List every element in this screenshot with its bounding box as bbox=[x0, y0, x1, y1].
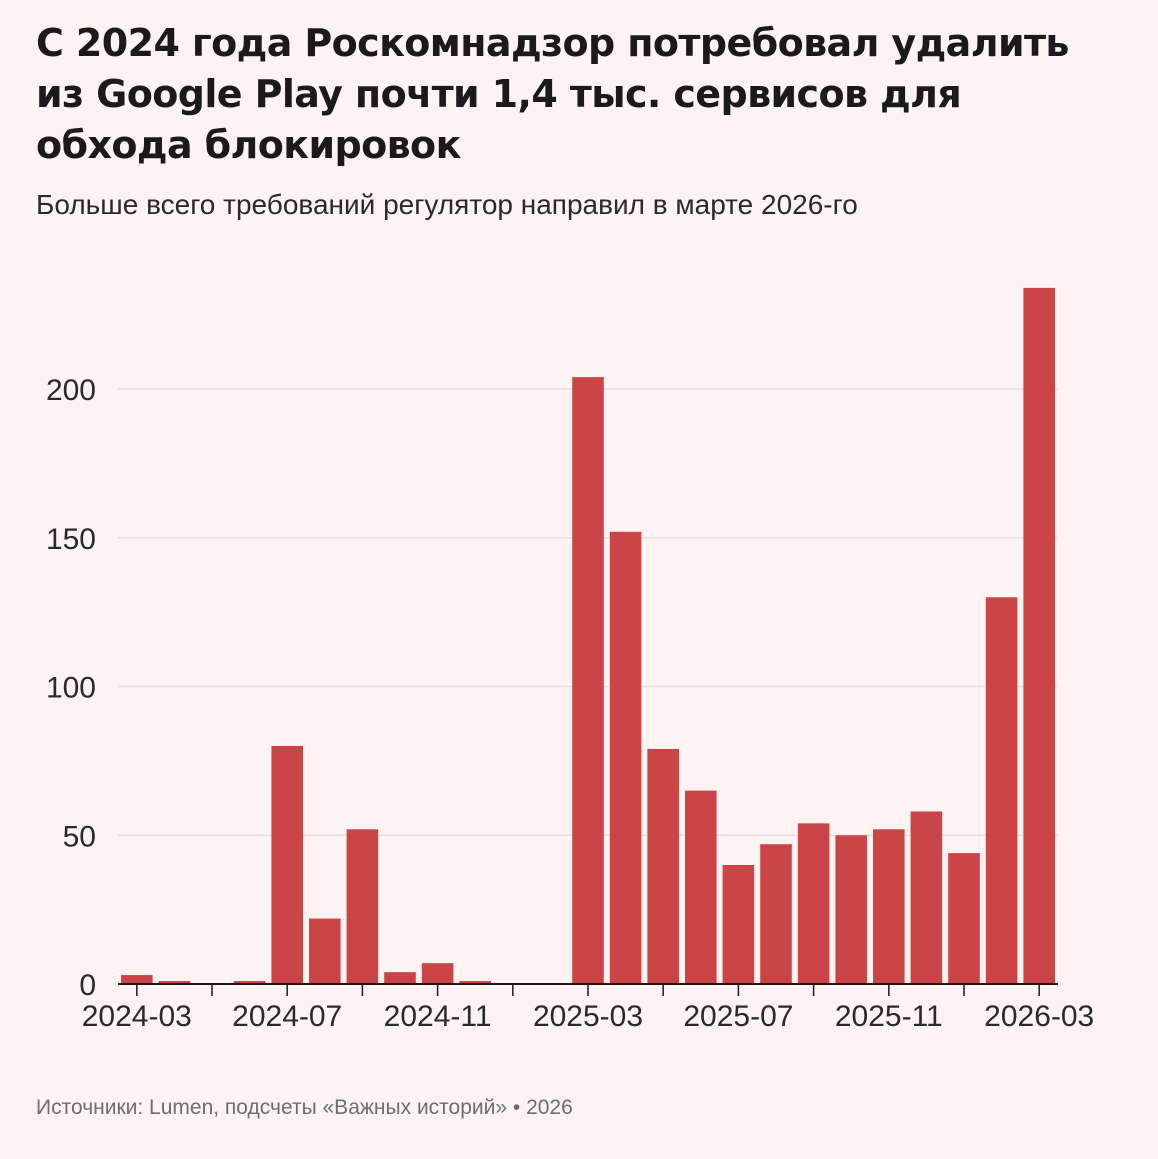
bar-2025-06 bbox=[685, 790, 717, 984]
bar-2024-09 bbox=[346, 829, 379, 984]
x-tick-label: 2025-03 bbox=[533, 1000, 643, 1033]
bar-2024-12 bbox=[459, 981, 491, 984]
chart-title: С 2024 года Роскомнадзор потребовал удал… bbox=[36, 21, 1069, 167]
x-axis-labels: 2024-03 2024-07 2024-11 2025-03 2025-07 2025-… bbox=[82, 1000, 1095, 1033]
source-note: Источники: Lumen, подсчеты «Важных истор… bbox=[36, 1096, 573, 1119]
bar-2025-12 bbox=[910, 811, 943, 984]
bar-2024-03 bbox=[121, 975, 153, 984]
bar-2025-08 bbox=[760, 844, 792, 984]
x-tick-label: 2025-11 bbox=[835, 1000, 943, 1033]
bar-2025-05 bbox=[647, 748, 679, 984]
bar-2026-02 bbox=[985, 597, 1018, 984]
bar-2025-11 bbox=[873, 829, 905, 984]
y-tick-label: 50 bbox=[63, 820, 96, 853]
y-tick-label: 100 bbox=[46, 672, 96, 705]
bar-2024-07 bbox=[271, 746, 303, 984]
chart-subtitle: Больше всего требований регулятор направ… bbox=[36, 189, 858, 220]
x-tick-label: 2024-07 bbox=[232, 1000, 342, 1033]
y-axis-labels: 0 50 100 150 200 bbox=[46, 374, 96, 1002]
bar-2024-04 bbox=[158, 981, 191, 984]
bar-2025-07 bbox=[722, 865, 755, 984]
x-tick-label: 2025-07 bbox=[683, 1000, 793, 1033]
bar-2025-09 bbox=[797, 823, 830, 984]
bar-2025-03 bbox=[572, 377, 604, 985]
bars bbox=[121, 287, 1055, 985]
bar-2025-10 bbox=[835, 835, 867, 984]
bar-2024-08 bbox=[309, 918, 341, 984]
bar-2026-01 bbox=[948, 853, 980, 984]
x-axis bbox=[118, 983, 1058, 996]
x-tick-label: 2024-03 bbox=[82, 1000, 192, 1033]
bar-2025-04 bbox=[609, 531, 642, 984]
bar-chart: 0 50 100 150 200 2024-03 2024-07 2024-11 2025-0… bbox=[46, 287, 1095, 1033]
y-tick-label: 200 bbox=[46, 374, 96, 407]
y-tick-label: 150 bbox=[46, 523, 96, 556]
x-tick-label: 2024-11 bbox=[384, 1000, 492, 1033]
y-tick-label: 0 bbox=[79, 969, 96, 1002]
x-tick-label: 2026-03 bbox=[984, 1000, 1094, 1033]
bar-2024-10 bbox=[384, 972, 416, 984]
bar-2024-06 bbox=[233, 981, 266, 984]
bar-2024-11 bbox=[421, 963, 454, 984]
bar-2026-03 bbox=[1023, 287, 1055, 985]
